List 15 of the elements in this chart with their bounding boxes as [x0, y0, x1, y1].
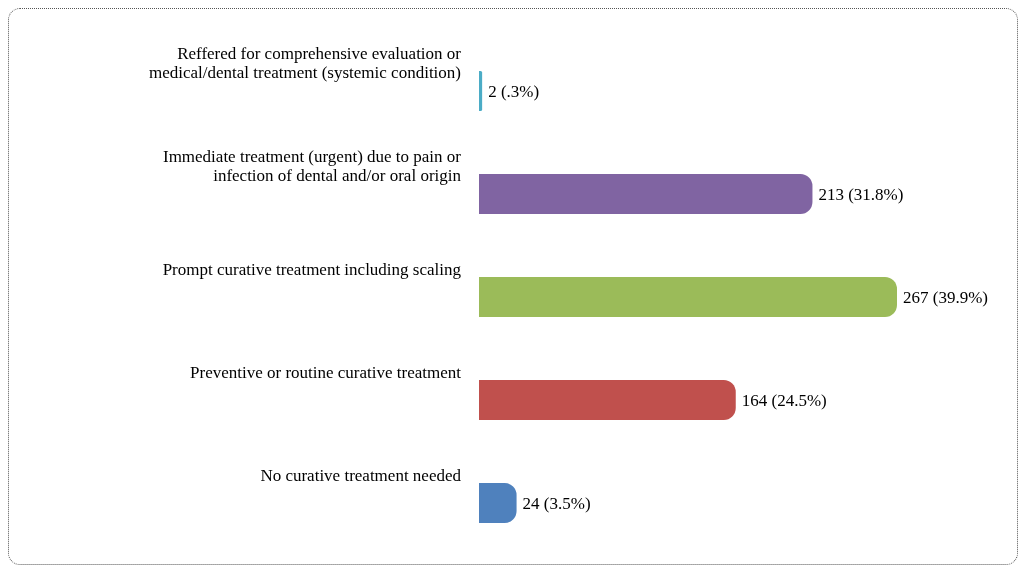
bar — [479, 174, 813, 214]
data-label: 267 (39.9%) — [903, 288, 988, 307]
y-tick-label: Prompt curative treatment including scaling — [162, 259, 462, 279]
bar — [479, 483, 517, 523]
y-tick-label: Reffered for comprehensive evaluation or medical/dental treatment (systemic condition) — [148, 44, 462, 82]
data-label: 164 (24.5%) — [741, 391, 827, 410]
y-tick-label: Immediate treatment (urgent) due to pain or infection of dental and/or oral origin — [162, 147, 462, 185]
data-label: 24 (3.5%) — [522, 494, 591, 513]
data-label: 2 (.3%) — [488, 82, 540, 101]
y-tick-label: No curative treatment needed — [260, 465, 462, 485]
data-label: 213 (31.8%) — [818, 185, 904, 204]
bar — [479, 277, 897, 317]
bar — [479, 71, 483, 111]
bar — [479, 380, 736, 420]
y-tick-label: Preventive or routine curative treatment — [190, 362, 462, 382]
